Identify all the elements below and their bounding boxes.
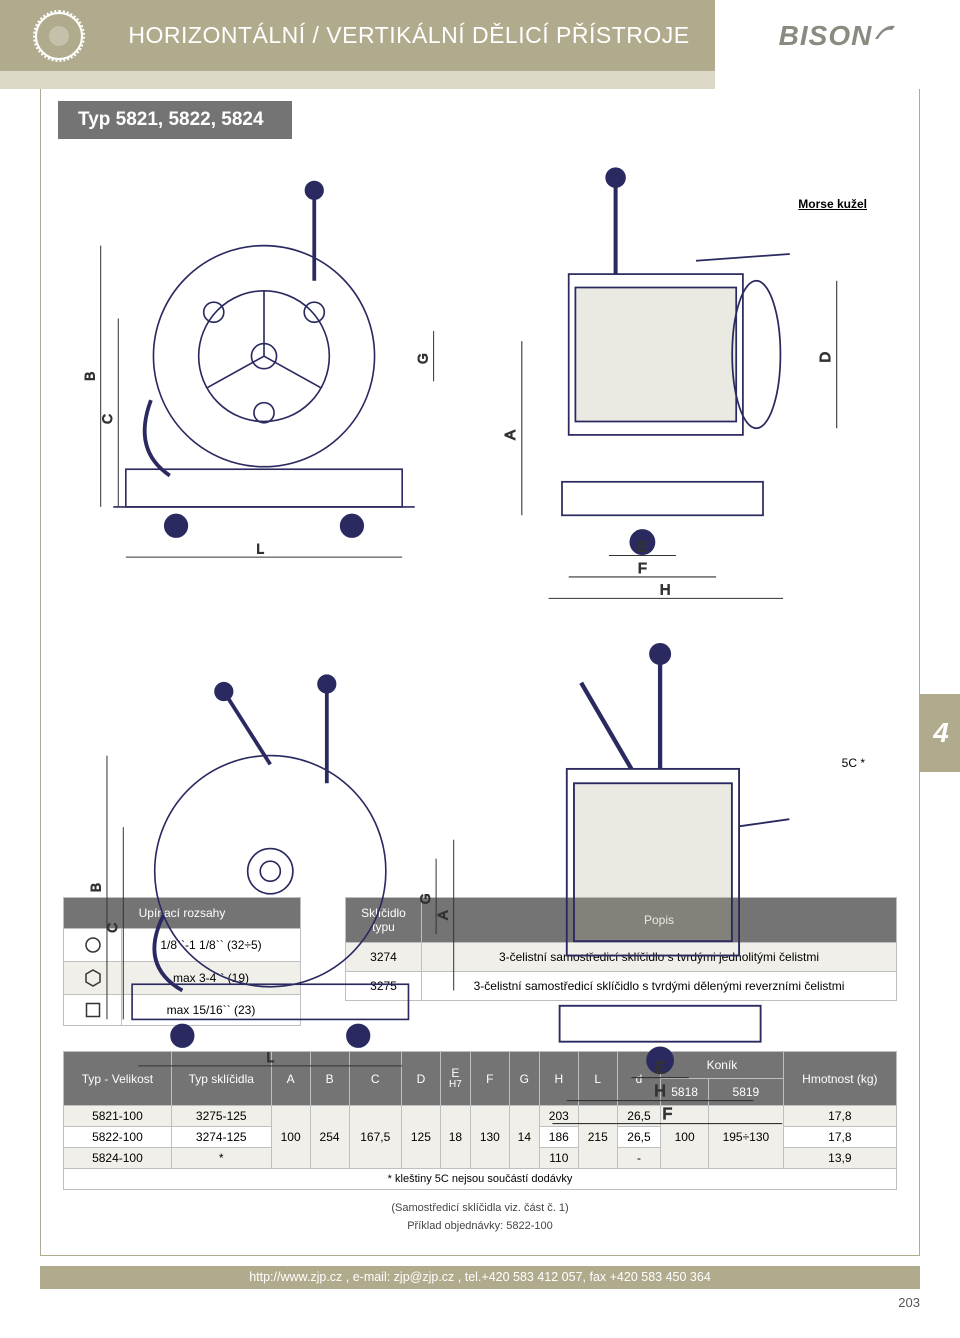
drawing-row-1: L B C G Morse kužel (63, 151, 897, 612)
svg-text:L: L (266, 1049, 274, 1065)
note-line-2: Příklad objednávky: 5822-100 (63, 1218, 897, 1236)
header-title: HORIZONTÁLNÍ / VERTIKÁLNÍ DĚLICÍ PŘÍSTRO… (98, 22, 699, 49)
svg-text:D: D (818, 352, 834, 363)
header-bar: HORIZONTÁLNÍ / VERTIKÁLNÍ DĚLICÍ PŘÍSTRO… (0, 0, 960, 71)
svg-text:B: B (88, 883, 104, 892)
morse-kuzel-label: Morse kužel (798, 197, 867, 211)
svg-text:G: G (417, 893, 433, 904)
drawing-row-2: L B C G A 5C * (63, 630, 897, 1138)
svg-text:C: C (104, 922, 120, 932)
svg-text:E: E (637, 539, 647, 555)
page-frame: 4 Typ 5821, 5822, 5824 (40, 89, 920, 1256)
header-right: BISON (715, 0, 960, 71)
drawing-front-2: L B C G A (63, 630, 465, 1138)
technical-drawings: L B C G Morse kužel (63, 139, 897, 889)
note-line-1: (Samostředicí sklíčidla viz. část č. 1) (63, 1200, 897, 1218)
page-number: 203 (0, 1295, 920, 1310)
svg-text:H: H (660, 582, 671, 598)
notes-block: (Samostředicí sklíčidla viz. část č. 1) … (63, 1200, 897, 1235)
spec-cell: 110 (539, 1148, 578, 1169)
svg-text:B: B (81, 372, 97, 381)
section-number: 4 (933, 717, 949, 749)
footer-contact: http://www.zjp.cz , e-mail: zjp@zjp.cz ,… (249, 1270, 711, 1284)
title-tab: Typ 5821, 5822, 5824 (58, 101, 292, 139)
svg-text:F: F (662, 1106, 672, 1123)
section-tab: 4 (919, 694, 960, 772)
header-left: HORIZONTÁLNÍ / VERTIKÁLNÍ DĚLICÍ PŘÍSTRO… (0, 0, 715, 71)
svg-text:E: E (655, 1060, 666, 1077)
svg-text:A: A (503, 430, 519, 440)
drawing-svg-front-2: L B C G A (63, 630, 465, 1138)
brand-logo: BISON (779, 20, 897, 52)
title-tab-text: Typ 5821, 5822, 5824 (78, 109, 264, 130)
svg-text:L: L (256, 540, 264, 556)
drawing-svg-side-2: E H F (495, 630, 897, 1138)
spec-cell: * (171, 1148, 271, 1169)
footer-bar: http://www.zjp.cz , e-mail: zjp@zjp.cz ,… (40, 1266, 920, 1289)
brand-text: BISON (779, 20, 873, 52)
svg-text:A: A (434, 909, 450, 919)
drawing-side-1: Morse kužel A D E (495, 151, 897, 612)
svg-text:C: C (99, 414, 115, 424)
spec-cell: 13,9 (783, 1148, 896, 1169)
drawing-svg-front-1: L B C G (63, 151, 465, 612)
spec-footnote: * kleštiny 5C nejsou součástí dodávky (64, 1169, 897, 1190)
svg-text:F: F (638, 561, 647, 577)
sub-header-strip (0, 71, 715, 89)
drawing-svg-side-1: A D E F H (495, 151, 897, 612)
drawing-front-1: L B C G (63, 151, 465, 612)
spec-cell: 5824-100 (64, 1148, 172, 1169)
spec-cell: - (617, 1148, 660, 1169)
gear-logo-icon (35, 12, 83, 60)
svg-text:H: H (654, 1083, 665, 1100)
five-c-label: 5C * (842, 756, 865, 770)
svg-text:G: G (414, 353, 430, 364)
brand-swoosh-icon (874, 22, 896, 40)
drawing-side-2: 5C * E H F (495, 630, 897, 1138)
spec-footnote-row: * kleštiny 5C nejsou součástí dodávky (64, 1169, 897, 1190)
